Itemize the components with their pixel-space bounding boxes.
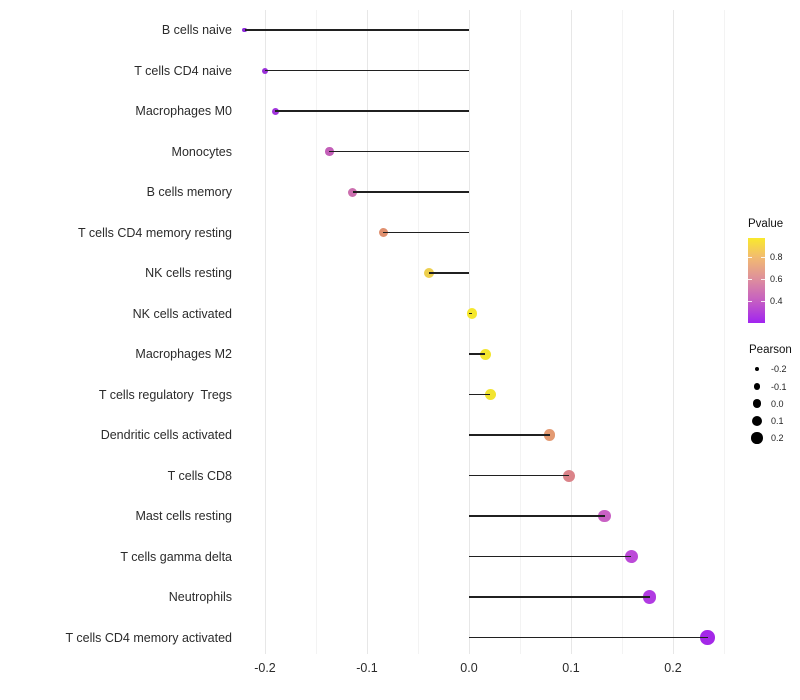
gradient-tick-left: [748, 301, 752, 302]
lollipop-stick: [469, 312, 473, 315]
gridline-minor: [621, 10, 623, 654]
pvalue-gradient-bar: [748, 238, 765, 323]
category-label: Mast cells resting: [135, 509, 232, 523]
gradient-tick-right: [761, 279, 765, 280]
category-label: Dendritic cells activated: [100, 428, 232, 442]
lollipop-dot: [642, 590, 657, 604]
pearson-tick-label: 0.0: [771, 398, 784, 409]
x-tick-label: 0.1: [562, 661, 580, 675]
category-label: Neutrophils: [168, 590, 232, 604]
lollipop-stick: [329, 150, 469, 153]
lollipop-dot: [484, 389, 496, 400]
lollipop-stick: [383, 231, 469, 234]
gradient-tick-left: [748, 257, 752, 258]
category-label: B cells naive: [161, 23, 232, 37]
lollipop-stick: [275, 110, 469, 112]
gradient-tick-right: [761, 301, 765, 302]
lollipop-stick: [469, 515, 605, 517]
gradient-tick-right: [761, 257, 765, 258]
lollipop-stick: [244, 29, 469, 31]
pvalue-tick-label: 0.6: [770, 274, 783, 284]
x-tick-label: 0.2: [664, 661, 682, 675]
gridline-minor: [315, 10, 317, 654]
category-label: T cells gamma delta: [120, 549, 232, 564]
gridline-major: [264, 10, 266, 654]
gridline-minor: [417, 10, 419, 654]
lollipop-stick: [469, 596, 650, 598]
pearson-legend-dot: [751, 432, 763, 444]
category-label: T cells CD4 naive: [134, 63, 232, 78]
lollipop-stick: [352, 191, 469, 193]
lollipop-stick: [469, 393, 491, 396]
pearson-legend-dot: [752, 415, 762, 426]
pvalue-tick-label: 0.4: [770, 296, 783, 306]
category-label: T cells CD8: [167, 468, 232, 483]
category-label: NK cells activated: [132, 306, 232, 321]
category-label: T cells CD4 memory activated: [65, 630, 233, 645]
gridline-major: [570, 10, 572, 654]
lollipop-stick: [469, 636, 708, 639]
lollipop-dot: [700, 630, 715, 645]
lollipop-dot: [479, 348, 491, 360]
category-label: B cells memory: [146, 185, 232, 199]
lollipop-stick: [469, 474, 569, 477]
lollipop-dot: [598, 509, 611, 523]
gridline-minor: [519, 10, 521, 654]
lollipop-dot: [562, 469, 575, 482]
lollipop-dot: [543, 429, 556, 441]
pearson-legend-dot: [752, 399, 762, 408]
x-tick-label: -0.1: [356, 661, 378, 675]
gridline-major: [672, 10, 674, 654]
x-tick-label: -0.2: [254, 661, 276, 675]
lollipop-stick: [469, 434, 550, 436]
lollipop-dot: [466, 308, 478, 319]
lollipop-dot: [624, 550, 638, 563]
category-label: Macrophages M0: [135, 104, 232, 118]
pearson-tick-label: -0.1: [771, 381, 787, 392]
category-label: Macrophages M2: [135, 347, 232, 361]
gridline-minor: [723, 10, 725, 654]
pearson-tick-label: 0.1: [771, 415, 784, 426]
category-label: T cells regulatory Tregs: [98, 387, 232, 402]
category-label: Monocytes: [171, 144, 232, 159]
pvalue-tick-label: 0.8: [770, 252, 783, 262]
legend-pearson-title: Pearson: [749, 344, 792, 356]
lollipop-stick: [265, 69, 469, 72]
category-label: NK cells resting: [145, 266, 232, 280]
gridline-major: [366, 10, 368, 654]
pearson-tick-label: 0.2: [771, 433, 784, 443]
x-tick-label: 0.0: [460, 661, 478, 675]
lollipop-stick: [429, 272, 469, 274]
pearson-legend-dot: [755, 367, 759, 371]
legend-pvalue-title: Pvalue: [748, 218, 784, 230]
lollipop-stick: [469, 353, 486, 355]
pearson-tick-label: -0.2: [771, 364, 787, 374]
gridline-major: [468, 10, 470, 654]
category-label: T cells CD4 memory resting: [78, 225, 232, 240]
gradient-tick-left: [748, 279, 752, 280]
lollipop-stick: [469, 555, 632, 558]
pearson-legend-dot: [753, 383, 761, 390]
